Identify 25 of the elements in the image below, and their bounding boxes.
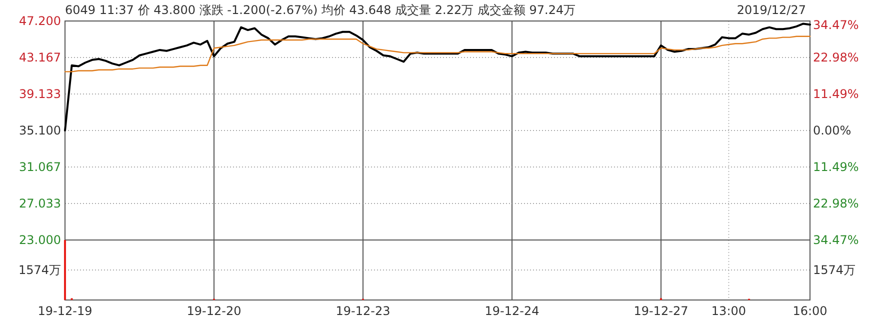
- y-tick-label: 47.200: [19, 14, 61, 28]
- y-tick-label: 43.167: [19, 50, 61, 64]
- y2-tick-label: 11.49%: [813, 87, 859, 101]
- x-tick-label: 19-12-23: [336, 304, 390, 318]
- y-tick-label: 35.100: [19, 124, 61, 138]
- x-tick-label: 19-12-27: [634, 304, 688, 318]
- y-tick-label: 27.033: [19, 196, 61, 211]
- x-tick-label: 19-12-20: [186, 304, 242, 318]
- x-tick-label: 13:00: [711, 304, 746, 318]
- ref-line-label: 1574万: [813, 263, 856, 277]
- chart-subtitle: 2019/12/27: [736, 3, 806, 17]
- y-tick-label: 39.133: [19, 87, 61, 102]
- y2-tick-label: 0.00%: [813, 124, 852, 138]
- x-tick-label: 16:00: [792, 304, 828, 318]
- x-tick-label: 19-12-19: [38, 304, 92, 318]
- y-tick-label: 31.067: [19, 160, 61, 174]
- y2-tick-label: 22.98%: [813, 50, 859, 64]
- y2-tick-label: 34.47%: [813, 233, 859, 247]
- x-tick-label: 19-12-24: [484, 304, 540, 318]
- y2-tick-label: 11.49%: [813, 160, 859, 174]
- y-tick-label: 23.000: [19, 233, 61, 247]
- y2-tick-label: 22.98%: [813, 196, 859, 210]
- chart-title: 6049 11:37 价 43.800 涨跌 -1.200(-2.67%) 均价 43.648 成交量 2.22万 成交金额 97.24万: [65, 3, 576, 17]
- y2-tick-label: 34.47%: [813, 18, 859, 32]
- text: 1574万: [18, 263, 61, 277]
